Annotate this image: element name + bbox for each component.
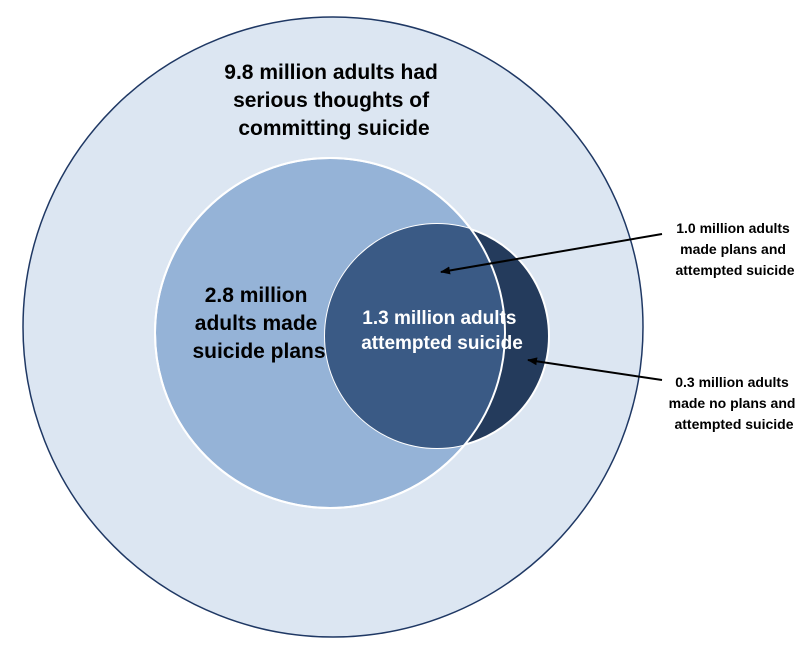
- callout-arrow-planned-attempted: [440, 233, 663, 275]
- attempted-circle-label: 1.3 million adults attempted suicide: [361, 308, 523, 354]
- attempted-label-line-1: 1.3 million adults: [362, 308, 516, 329]
- callout-1-line-2: made plans and: [680, 241, 786, 257]
- attempted-and-planned-region: [325, 224, 505, 448]
- callout-2-line-3: attempted suicide: [674, 416, 793, 432]
- callout-2-line-2: made no plans and: [669, 395, 796, 411]
- callout-planned-attempted: 1.0 million adults made plans and attemp…: [675, 220, 794, 278]
- plans-label-line-3: suicide plans: [192, 340, 325, 363]
- outer-circle-label: 9.8 million adults had serious thoughts …: [224, 61, 443, 140]
- plans-circle-outline: [154, 157, 506, 509]
- callout-1-line-1: 1.0 million adults: [676, 220, 790, 236]
- plans-label-line-1: 2.8 million: [205, 284, 308, 307]
- callout-2-line-1: 0.3 million adults: [675, 374, 789, 390]
- callout-unplanned-attempted: 0.3 million adults made no plans and att…: [669, 374, 800, 432]
- outer-label-line-1: 9.8 million adults had: [224, 61, 438, 84]
- callout-arrow-unplanned-attempted: [527, 357, 663, 381]
- outer-label-line-2: serious thoughts of: [233, 89, 430, 112]
- plans-label-line-2: adults made: [195, 312, 318, 335]
- callout-1-line-3: attempted suicide: [675, 262, 794, 278]
- attempted-label-line-2: attempted suicide: [361, 333, 523, 354]
- plans-circle-label: 2.8 million adults made suicide plans: [192, 284, 325, 363]
- outer-label-line-3: committing suicide: [238, 117, 429, 140]
